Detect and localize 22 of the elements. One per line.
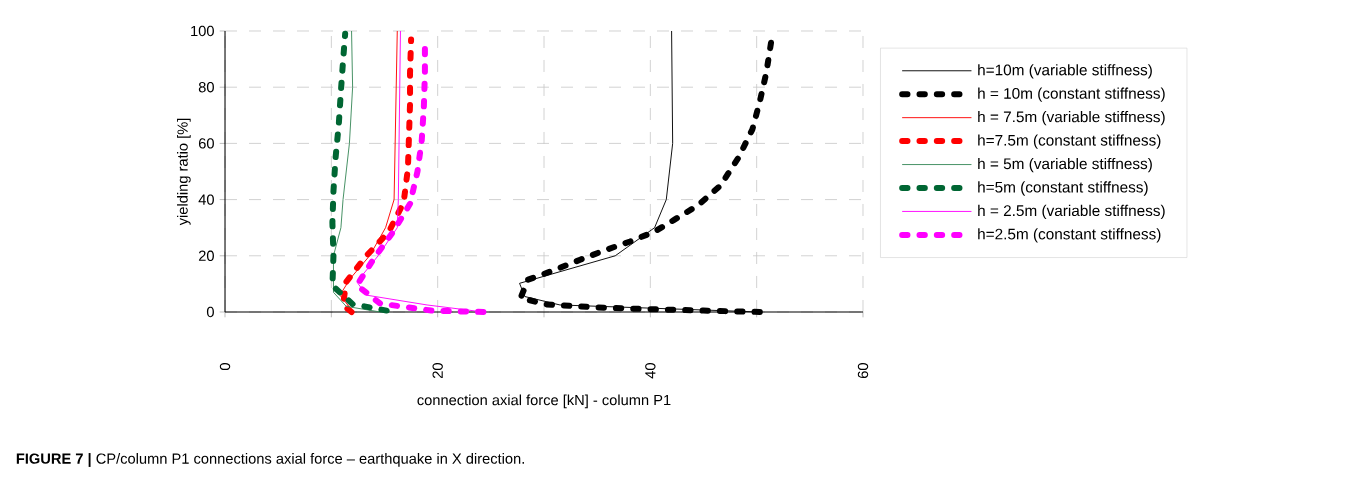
x-tick-label: 40 [645,363,656,379]
y-axis-title: yielding ratio [%] [177,118,191,226]
legend-label: h=2.5m (constant stiffness) [978,228,1161,243]
y-tick-label: 80 [198,82,214,93]
y-tick-label: 20 [198,250,214,261]
y-tick-label: 60 [198,138,214,149]
text: FIGURE 7 | CP/column P1 connections axial force – earthquake in X direction. [16,453,524,467]
legend-label: h = 2.5m (variable stiffness) [978,204,1165,220]
x-tick-label: 20 [432,363,443,379]
legend-label: h=5m (constant stiffness) [978,181,1148,196]
legend-label: h=10m (variable stiffness) [978,64,1152,79]
y-tick-label: 40 [198,194,214,205]
legend-label: h = 10m (constant stiffness) [978,87,1165,102]
y-tick-label: 0 [206,306,214,318]
x-axis-title: connection axial force [kN] - column P1 [417,394,671,409]
x-tick-label: 60 [857,363,869,379]
line-series [333,30,381,313]
x-tick-label: 0 [219,363,231,371]
legend-label: h = 7.5m (variable stiffness) [978,111,1165,126]
legend-label: h=7.5m (constant stiffness) [978,134,1161,149]
legend-label: h = 5m (variable stiffness) [978,157,1152,173]
y-tick-label: 100 [191,25,214,37]
